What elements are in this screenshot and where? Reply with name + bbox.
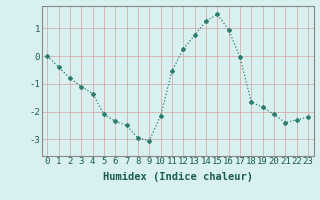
X-axis label: Humidex (Indice chaleur): Humidex (Indice chaleur) xyxy=(103,172,252,182)
